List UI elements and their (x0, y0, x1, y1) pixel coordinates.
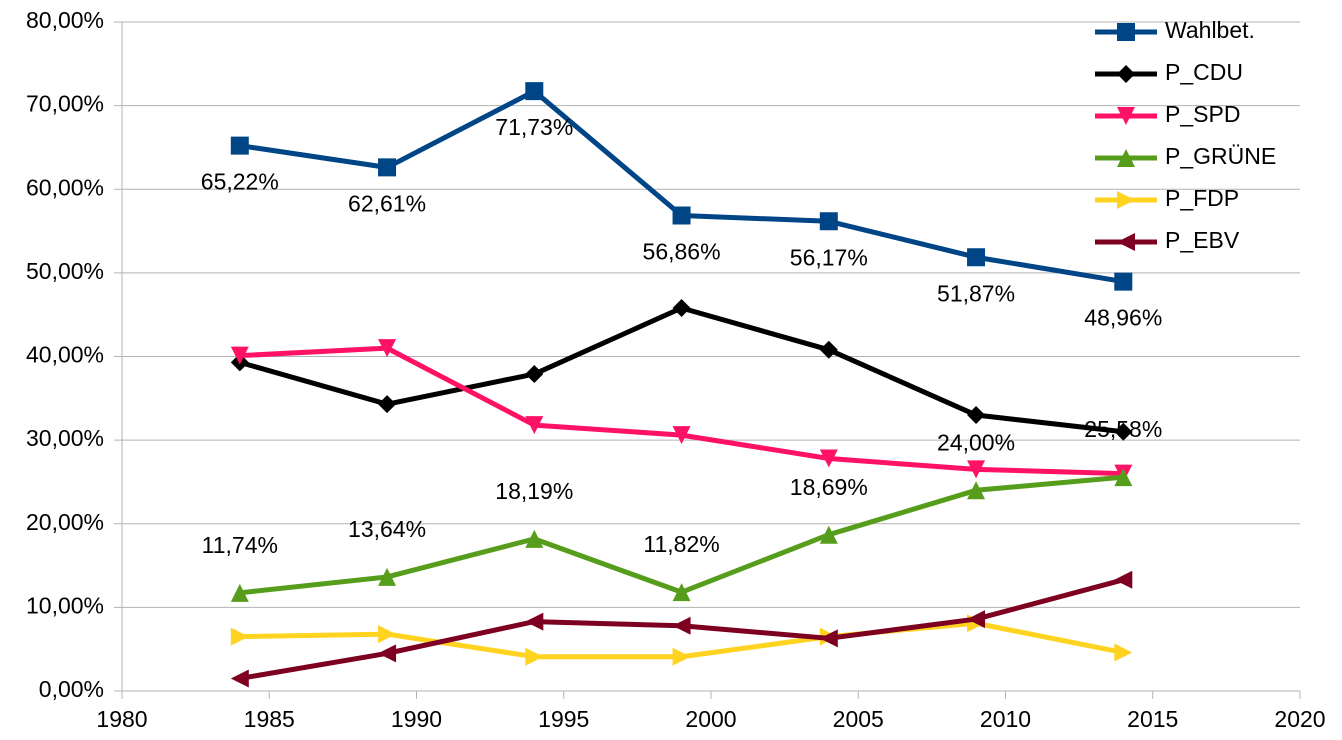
data-point (525, 365, 544, 384)
data-label: 65,22% (201, 169, 279, 195)
data-point (378, 567, 397, 586)
legend-marker (1117, 233, 1135, 251)
data-point (967, 481, 986, 500)
legend-marker (1117, 107, 1135, 125)
y-tick-label: 50,00% (26, 258, 104, 284)
data-label: 56,17% (790, 244, 868, 270)
data-point (1114, 422, 1133, 441)
y-tick-label: 40,00% (26, 342, 104, 368)
x-tick-label: 2020 (1274, 706, 1325, 732)
data-point (525, 416, 544, 435)
data-point (1114, 643, 1133, 662)
data-point (819, 212, 838, 231)
data-point (1114, 570, 1133, 589)
data-point (230, 627, 249, 646)
data-label: 56,86% (643, 239, 721, 265)
data-label: 11,74% (202, 532, 278, 558)
data-point (525, 529, 544, 548)
data-point (819, 629, 838, 648)
legend-marker (1117, 191, 1135, 209)
data-point (967, 460, 986, 479)
x-tick-label: 2000 (685, 706, 736, 732)
x-tick-label: 1980 (96, 706, 147, 732)
data-label: 18,19% (495, 478, 573, 504)
data-point (378, 644, 397, 663)
legend-marker (1117, 65, 1135, 83)
y-tick-label: 60,00% (26, 174, 104, 200)
data-point (525, 612, 544, 631)
data-point (967, 610, 986, 629)
data-point (672, 206, 691, 225)
legend-marker (1117, 149, 1135, 167)
data-point (378, 395, 397, 414)
data-point (672, 583, 691, 602)
legend-label: P_GRÜNE (1165, 143, 1276, 169)
x-tick-label: 2015 (1127, 706, 1178, 732)
legend-label: P_EBV (1165, 227, 1240, 253)
data-point (967, 248, 986, 267)
legend-label: P_SPD (1165, 101, 1240, 127)
data-label: 25,58% (1084, 416, 1162, 442)
y-tick-label: 10,00% (26, 592, 104, 618)
data-point (1114, 272, 1133, 291)
x-tick-label: 1995 (538, 706, 589, 732)
y-tick-label: 0,00% (39, 676, 104, 702)
data-point (230, 669, 249, 688)
data-point (525, 647, 544, 666)
data-point (378, 625, 397, 644)
data-label: 11,82% (643, 531, 719, 557)
data-point (819, 525, 838, 544)
data-point (819, 340, 838, 359)
data-point (967, 406, 986, 425)
data-point (230, 136, 249, 155)
data-point (230, 583, 249, 602)
data-point (672, 616, 691, 635)
data-label: 24,00% (937, 429, 1015, 455)
data-point (378, 339, 397, 358)
data-point (230, 346, 249, 365)
data-label: 18,69% (790, 474, 868, 500)
data-point (1114, 468, 1133, 487)
data-point (378, 158, 397, 177)
data-point (672, 298, 691, 317)
data-label: 51,87% (937, 280, 1015, 306)
x-tick-label: 1990 (391, 706, 442, 732)
data-label: 62,61% (348, 191, 426, 217)
data-point (672, 647, 691, 666)
data-point (819, 449, 838, 468)
legend-label: Wahlbet. (1165, 17, 1255, 43)
x-tick-label: 2010 (980, 706, 1031, 732)
y-tick-label: 70,00% (26, 91, 104, 117)
data-point (672, 426, 691, 445)
data-label: 71,73% (495, 114, 573, 140)
legend-marker (1117, 23, 1135, 41)
series-line (239, 305, 1124, 435)
x-tick-label: 1985 (244, 706, 295, 732)
y-tick-label: 80,00% (26, 7, 104, 33)
x-tick-label: 2005 (833, 706, 884, 732)
data-label: 48,96% (1084, 305, 1162, 331)
y-tick-label: 30,00% (26, 425, 104, 451)
legend-label: P_FDP (1165, 185, 1239, 211)
data-point (525, 82, 544, 101)
data-label: 13,64% (348, 516, 426, 542)
legend-label: P_CDU (1165, 59, 1243, 85)
y-tick-label: 20,00% (26, 509, 104, 535)
